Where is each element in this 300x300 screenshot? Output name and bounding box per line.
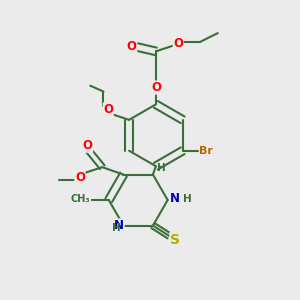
Text: O: O	[151, 81, 161, 94]
Text: O: O	[82, 139, 93, 152]
Text: Br: Br	[199, 146, 213, 156]
Text: H: H	[183, 194, 192, 204]
Text: O: O	[103, 103, 113, 116]
Text: O: O	[75, 171, 85, 184]
Text: S: S	[170, 233, 180, 247]
Text: O: O	[127, 40, 137, 52]
Text: N: N	[170, 192, 180, 205]
Text: CH₃: CH₃	[71, 194, 91, 205]
Text: N: N	[114, 219, 124, 232]
Text: H: H	[157, 163, 166, 173]
Text: H: H	[112, 224, 121, 233]
Text: O: O	[173, 37, 183, 50]
